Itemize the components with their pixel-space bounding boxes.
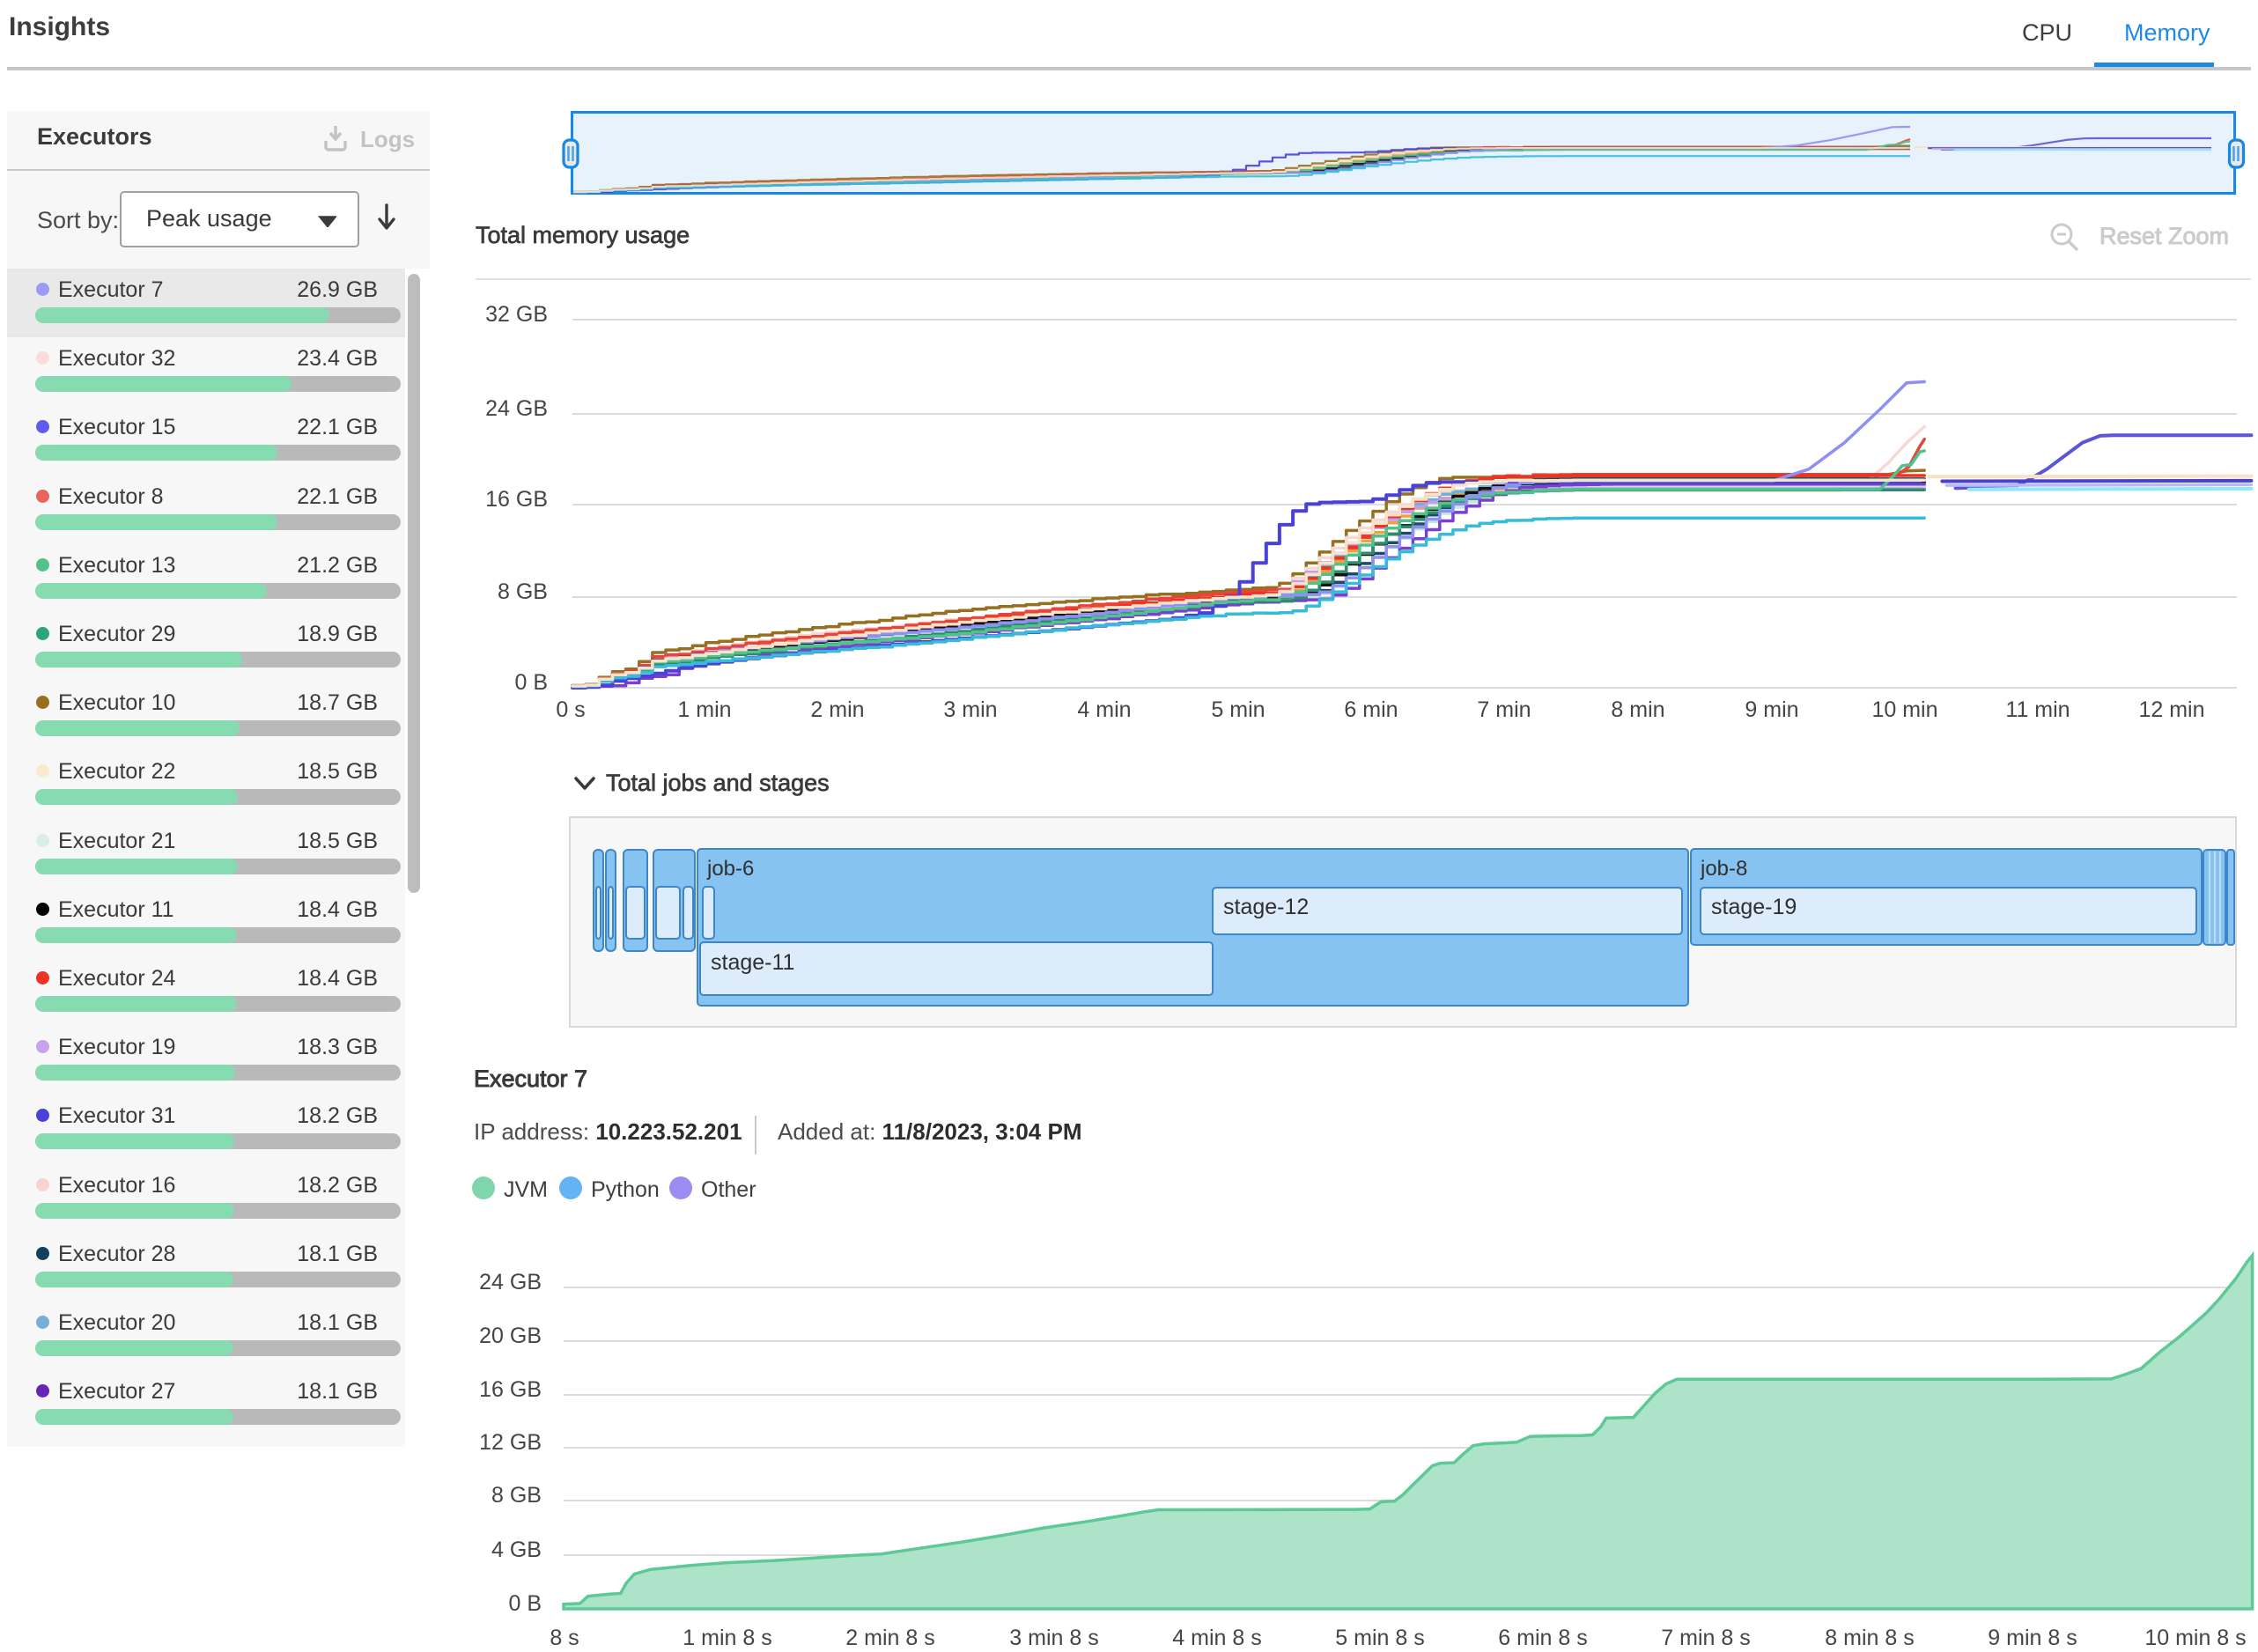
svg-text:12 min: 12 min <box>2138 697 2204 722</box>
svg-text:4 GB: 4 GB <box>491 1538 542 1562</box>
svg-text:8 GB: 8 GB <box>491 1483 542 1508</box>
svg-text:job-8: job-8 <box>1700 857 1747 881</box>
svg-text:20 GB: 20 GB <box>479 1324 542 1348</box>
svg-text:11 min: 11 min <box>2005 697 2070 722</box>
svg-text:5 min: 5 min <box>1211 697 1265 722</box>
svg-text:stage-19: stage-19 <box>1711 895 1797 919</box>
svg-text:8 s: 8 s <box>550 1626 579 1650</box>
svg-text:24 GB: 24 GB <box>485 396 548 421</box>
svg-text:3 min 8 s: 3 min 8 s <box>1009 1626 1098 1650</box>
svg-text:stage-11: stage-11 <box>711 950 794 975</box>
svg-text:10 min 8 s: 10 min 8 s <box>2144 1626 2246 1650</box>
svg-text:0 B: 0 B <box>508 1591 542 1616</box>
svg-text:2 min: 2 min <box>810 697 864 722</box>
svg-text:4 min 8 s: 4 min 8 s <box>1172 1626 1261 1650</box>
svg-text:3 min: 3 min <box>943 697 997 722</box>
svg-text:8 min 8 s: 8 min 8 s <box>1825 1626 1914 1650</box>
svg-text:7 min: 7 min <box>1477 697 1531 722</box>
svg-text:12 GB: 12 GB <box>479 1430 542 1455</box>
svg-text:9 min 8 s: 9 min 8 s <box>1988 1626 2077 1650</box>
svg-text:7 min 8 s: 7 min 8 s <box>1661 1626 1750 1650</box>
svg-text:10 min: 10 min <box>1871 697 1937 722</box>
svg-text:8 min: 8 min <box>1611 697 1664 722</box>
svg-text:job-6: job-6 <box>706 857 754 881</box>
svg-text:5 min 8 s: 5 min 8 s <box>1335 1626 1424 1650</box>
svg-text:9 min: 9 min <box>1745 697 1798 722</box>
svg-text:0 s: 0 s <box>556 697 585 722</box>
svg-text:2 min 8 s: 2 min 8 s <box>845 1626 934 1650</box>
svg-text:4 min: 4 min <box>1077 697 1131 722</box>
svg-text:6 min 8 s: 6 min 8 s <box>1498 1626 1587 1650</box>
svg-text:stage-12: stage-12 <box>1223 895 1309 919</box>
svg-text:24 GB: 24 GB <box>479 1270 542 1294</box>
svg-text:16 GB: 16 GB <box>479 1377 542 1402</box>
svg-text:1 min: 1 min <box>677 697 731 722</box>
svg-text:8 GB: 8 GB <box>498 579 548 604</box>
svg-text:32 GB: 32 GB <box>485 302 548 327</box>
svg-text:0 B: 0 B <box>514 670 548 695</box>
svg-text:1 min 8 s: 1 min 8 s <box>683 1626 771 1650</box>
svg-text:16 GB: 16 GB <box>485 487 548 512</box>
svg-text:6 min: 6 min <box>1344 697 1398 722</box>
